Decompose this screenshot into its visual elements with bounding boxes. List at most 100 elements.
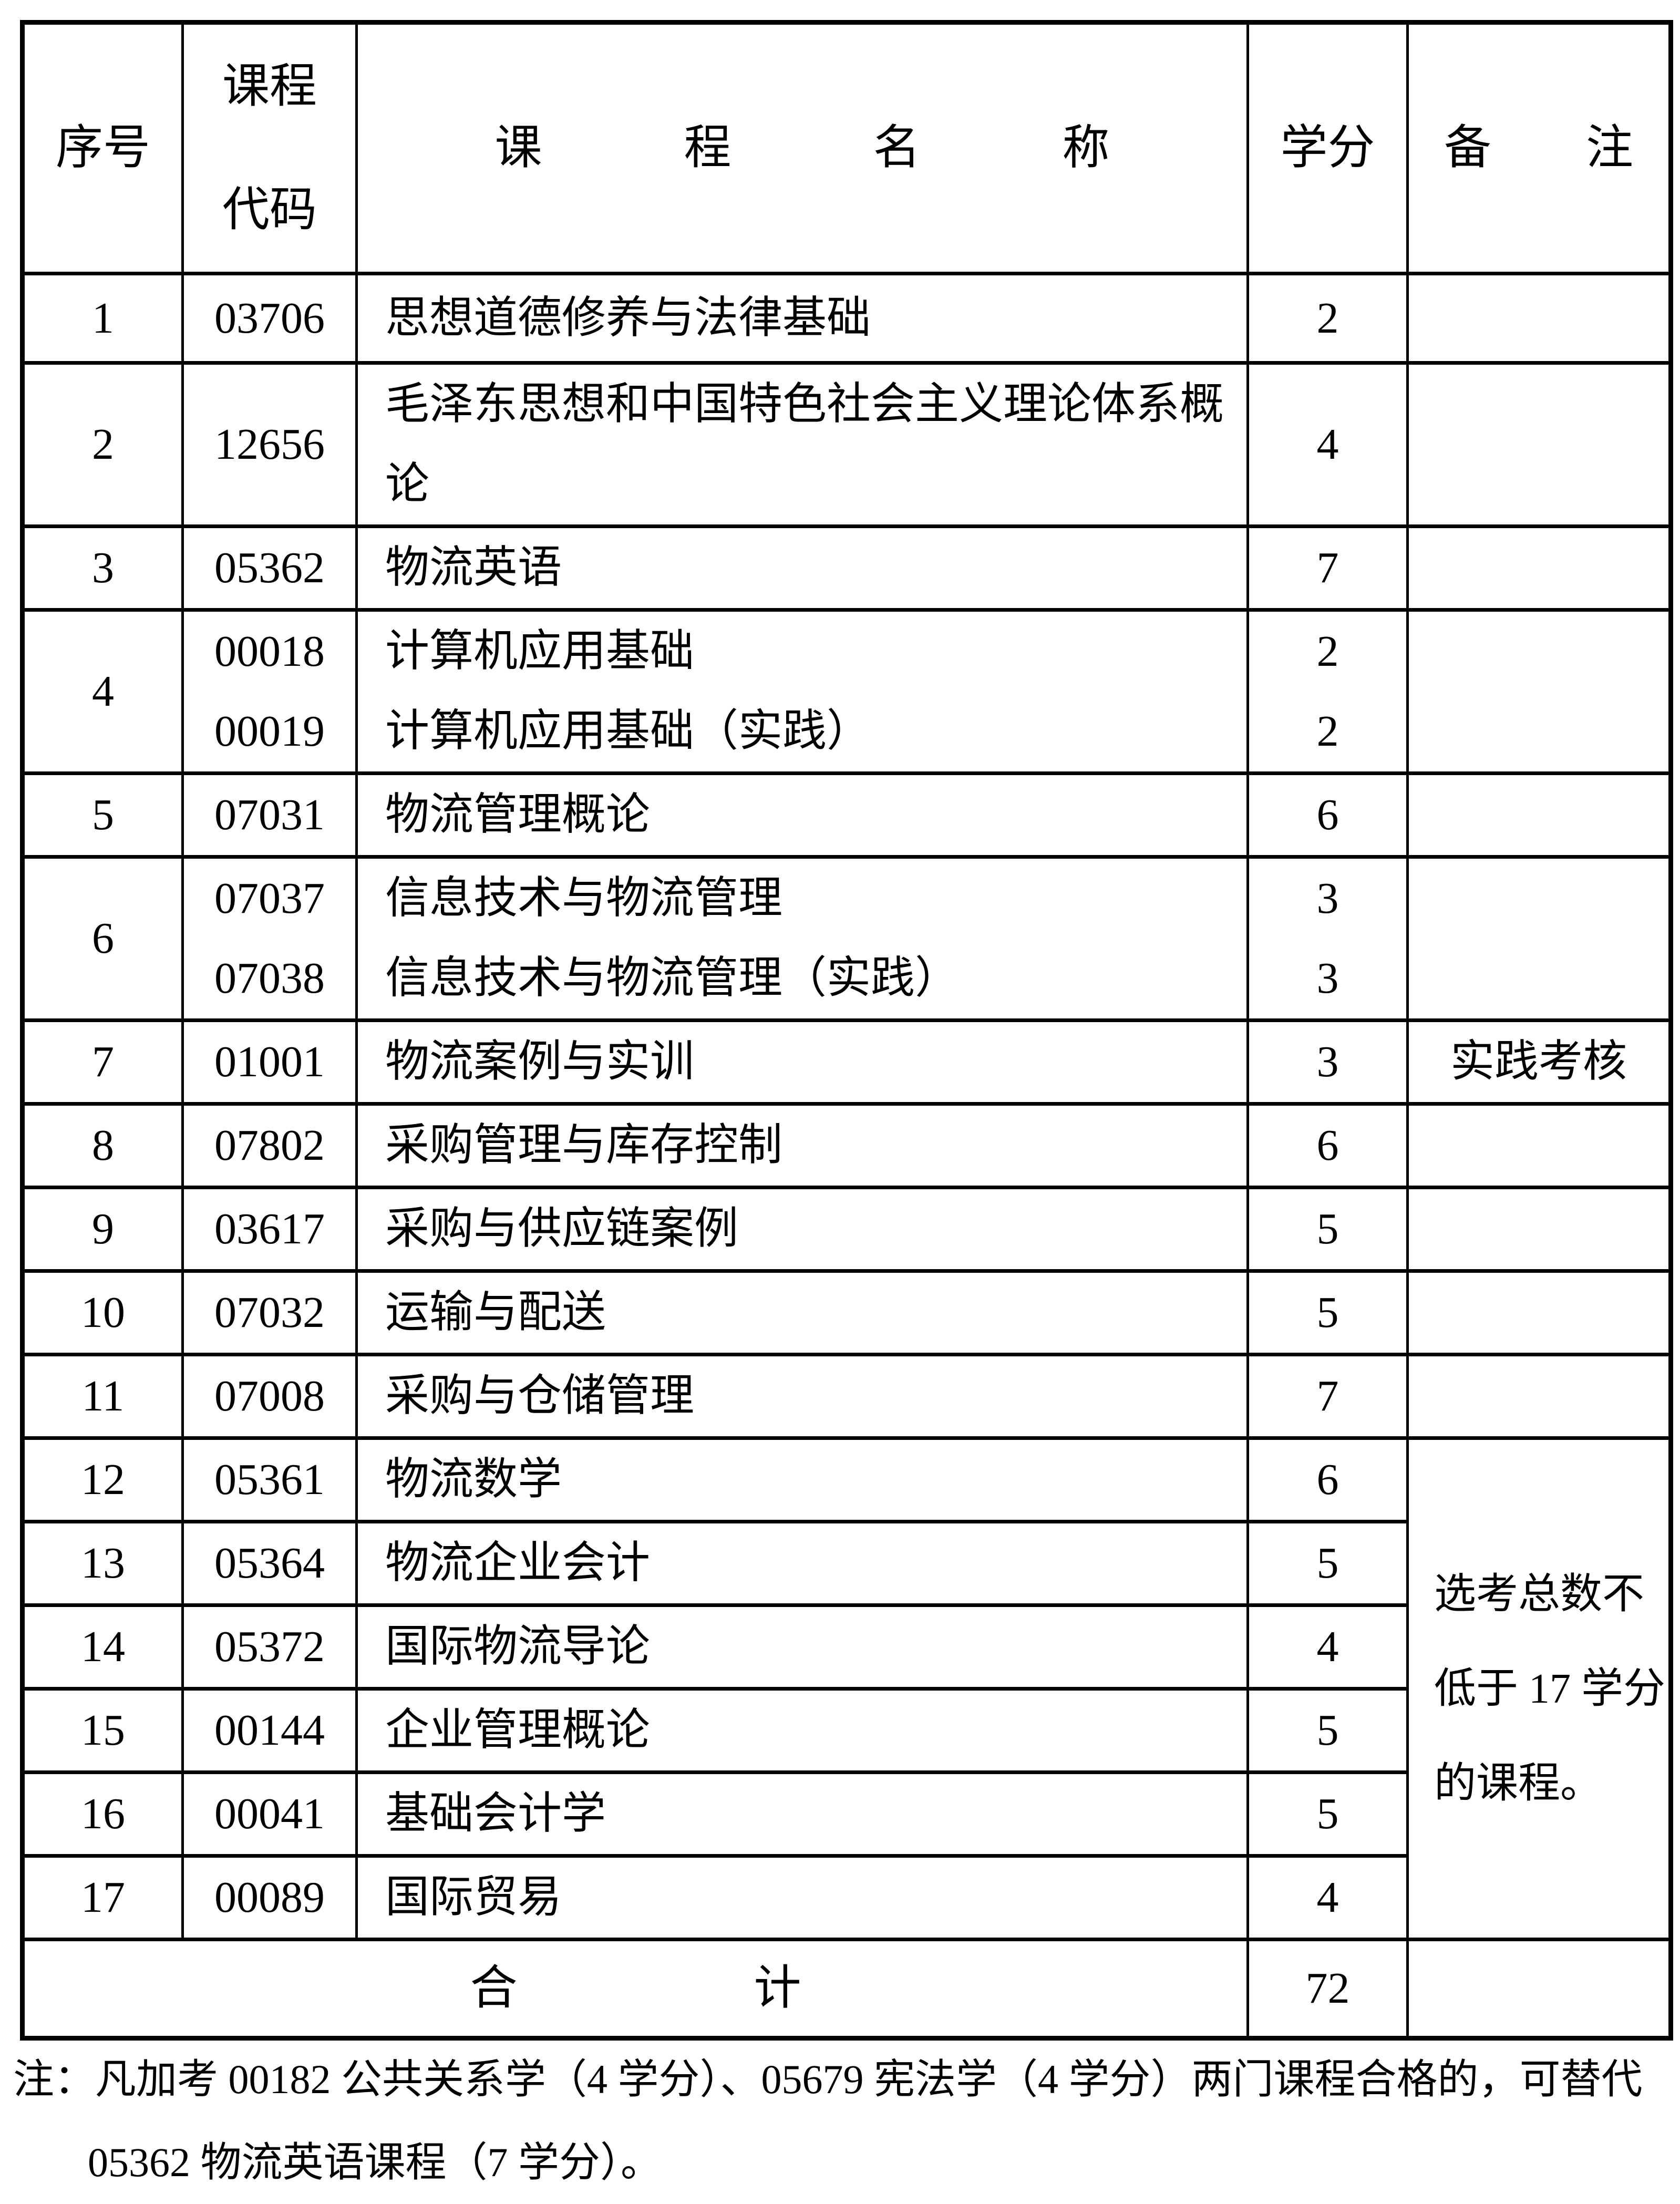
cell-remark — [1406, 272, 1672, 365]
footnote-line-1: 注：凡加考 00182 公共关系学（4 学分）、05679 宪法学（4 学分）两… — [13, 2056, 1643, 2102]
cell-credit: 2 — [1246, 272, 1409, 365]
cell-code: 07037 07038 — [181, 855, 358, 1022]
cell-no: 2 — [21, 361, 184, 528]
table-row: 11 07008 采购与仓储管理 7 — [21, 1353, 1672, 1440]
cell-credit: 5 — [1246, 1687, 1409, 1774]
cell-name: 毛泽东思想和中国特色社会主义理论体系概论 — [355, 361, 1249, 528]
cell-name: 采购与供应链案例 — [355, 1186, 1249, 1273]
cell-remark — [1406, 1102, 1672, 1189]
cell-name: 思想道德修养与法律基础 — [355, 272, 1249, 365]
cell-no: 3 — [21, 524, 184, 612]
total-remark — [1406, 1938, 1672, 2040]
cell-credit: 5 — [1246, 1186, 1409, 1273]
table-row: 2 12656 毛泽东思想和中国特色社会主义理论体系概论 4 — [21, 361, 1672, 528]
cell-remark — [1406, 1353, 1672, 1440]
cell-no: 15 — [21, 1687, 184, 1774]
cell-no: 13 — [21, 1520, 184, 1607]
cell-credit: 4 — [1246, 1603, 1409, 1691]
cell-code: 00018 00019 — [181, 608, 358, 775]
cell-code: 07008 — [181, 1353, 358, 1440]
cell-code: 03706 — [181, 272, 358, 365]
header-course-code: 课程 代码 — [181, 20, 358, 275]
footnote: 注：凡加考 00182 公共关系学（4 学分）、05679 宪法学（4 学分）两… — [13, 2038, 1663, 2204]
cell-name: 物流案例与实训 — [355, 1018, 1249, 1106]
cell-no: 17 — [21, 1854, 184, 1941]
cell-no: 14 — [21, 1603, 184, 1691]
cell-no: 8 — [21, 1102, 184, 1189]
cell-credit: 5 — [1246, 1770, 1409, 1858]
cell-credit: 7 — [1246, 524, 1409, 612]
header-no: 序号 — [21, 20, 184, 275]
cell-no: 7 — [21, 1018, 184, 1106]
table-header-row: 序号 课程 代码 课 程 名 称 学分 备 注 — [21, 20, 1672, 275]
cell-remark — [1406, 608, 1672, 775]
cell-credit: 3 — [1246, 1018, 1409, 1106]
cell-code: 07032 — [181, 1269, 358, 1356]
table-row: 3 05362 物流英语 7 — [21, 524, 1672, 612]
table-row: 15 00144 企业管理概论 5 — [21, 1687, 1671, 1774]
cell-credit: 3 3 — [1246, 855, 1409, 1022]
cell-no: 9 — [21, 1186, 184, 1273]
table-row: 7 01001 物流案例与实训 3 实践考核 — [21, 1018, 1672, 1106]
footnote-line-2: 05362 物流英语课程（7 学分）。 — [88, 2139, 662, 2185]
header-credit: 学分 — [1246, 20, 1409, 275]
cell-credit: 4 — [1246, 1854, 1409, 1941]
cell-name: 物流数学 — [355, 1436, 1249, 1523]
table-row: 8 07802 采购管理与库存控制 6 — [21, 1102, 1672, 1189]
cell-credit: 2 2 — [1246, 608, 1409, 775]
table-row: 5 07031 物流管理概论 6 — [21, 771, 1672, 859]
cell-name: 采购管理与库存控制 — [355, 1102, 1249, 1189]
cell-remark — [1406, 524, 1672, 612]
table-row: 13 05364 物流企业会计 5 — [21, 1520, 1671, 1607]
cell-code: 01001 — [181, 1018, 358, 1106]
cell-name: 基础会计学 — [355, 1770, 1249, 1858]
table-row: 14 05372 国际物流导论 4 — [21, 1603, 1671, 1691]
cell-remark-elective-note: 选考总数不 低于 17 学分 的课程。 — [1406, 1436, 1672, 1941]
cell-code: 03617 — [181, 1186, 358, 1273]
cell-no: 11 — [21, 1353, 184, 1440]
cell-name: 信息技术与物流管理 信息技术与物流管理（实践） — [355, 855, 1249, 1022]
cell-code: 00041 — [181, 1770, 358, 1858]
header-course-name: 课 程 名 称 — [355, 20, 1249, 275]
cell-code: 07031 — [181, 771, 358, 859]
table-total-row: 合 计 72 — [21, 1938, 1672, 2040]
table-row: 4 00018 00019 计算机应用基础 计算机应用基础（实践） 2 2 — [21, 608, 1672, 775]
cell-credit: 5 — [1246, 1269, 1409, 1356]
table-row: 10 07032 运输与配送 5 — [21, 1269, 1672, 1356]
cell-remark — [1406, 361, 1672, 528]
cell-remark — [1406, 1269, 1672, 1356]
cell-credit: 6 — [1246, 771, 1409, 859]
table-row: 6 07037 07038 信息技术与物流管理 信息技术与物流管理（实践） 3 … — [21, 855, 1672, 1022]
cell-name: 企业管理概论 — [355, 1687, 1249, 1774]
table-row: 9 03617 采购与供应链案例 5 — [21, 1186, 1672, 1273]
course-plan-table: 序号 课程 代码 课 程 名 称 学分 备 注 1 03706 思想道德修养与法… — [20, 20, 1673, 2041]
cell-name: 采购与仓储管理 — [355, 1353, 1249, 1440]
cell-no: 1 — [21, 272, 184, 365]
total-label: 合 计 — [21, 1938, 1249, 2040]
table-row: 17 00089 国际贸易 4 — [21, 1854, 1671, 1941]
cell-code: 07802 — [181, 1102, 358, 1189]
cell-name: 计算机应用基础 计算机应用基础（实践） — [355, 608, 1249, 775]
cell-no: 6 — [21, 855, 184, 1022]
total-credit: 72 — [1246, 1938, 1409, 2040]
cell-remark — [1406, 855, 1672, 1022]
cell-credit: 4 — [1246, 361, 1409, 528]
cell-name: 物流企业会计 — [355, 1520, 1249, 1607]
cell-remark — [1406, 1186, 1672, 1273]
cell-code: 05361 — [181, 1436, 358, 1523]
cell-credit: 6 — [1246, 1102, 1409, 1189]
cell-no: 16 — [21, 1770, 184, 1858]
cell-credit: 6 — [1246, 1436, 1409, 1523]
cell-name: 物流英语 — [355, 524, 1249, 612]
table-row: 1 03706 思想道德修养与法律基础 2 — [21, 272, 1672, 365]
cell-credit: 5 — [1246, 1520, 1409, 1607]
cell-name: 国际贸易 — [355, 1854, 1249, 1941]
table-row: 12 05361 物流数学 6 选考总数不 低于 17 学分 的课程。 — [21, 1436, 1672, 1941]
cell-no: 4 — [21, 608, 184, 775]
cell-remark-practice: 实践考核 — [1406, 1018, 1672, 1106]
cell-credit: 7 — [1246, 1353, 1409, 1440]
cell-code: 05364 — [181, 1520, 358, 1607]
cell-no: 12 — [21, 1436, 184, 1523]
header-remark: 备 注 — [1406, 20, 1672, 275]
